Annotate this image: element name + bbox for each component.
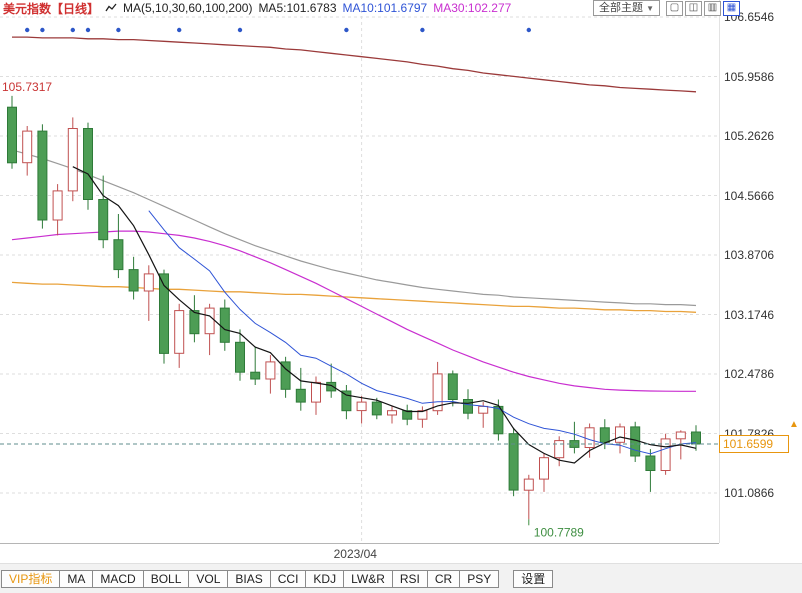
price-axis-label: 105.2626 xyxy=(724,129,775,143)
indicator-tab-kdj[interactable]: KDJ xyxy=(305,570,345,588)
indicator-tab-vip[interactable]: VIP指标 xyxy=(1,570,61,588)
indicator-tab-cci[interactable]: CCI xyxy=(269,570,307,588)
price-axis-label: 105.9586 xyxy=(724,69,775,84)
layout-split-icon[interactable]: ◫ xyxy=(685,0,702,16)
ma5-legend: MA5:101.6783 xyxy=(258,1,337,15)
indicator-tab-cr[interactable]: CR xyxy=(426,570,461,588)
layout-grid-icon[interactable]: ▥ xyxy=(704,0,721,16)
x-axis-label: 2023/04 xyxy=(333,547,377,561)
svg-text:105.7317: 105.7317 xyxy=(2,80,52,94)
candlestick-chart[interactable]: 105.7317 100.7789 xyxy=(0,10,718,543)
indicator-tab-rsi[interactable]: RSI xyxy=(391,570,428,588)
instrument-title: 美元指数【日线】 xyxy=(3,1,100,16)
latest-price-arrow-icon[interactable]: ▲ xyxy=(789,419,799,430)
indicator-tab-psy[interactable]: PSY xyxy=(459,570,500,588)
price-axis-label: 104.5666 xyxy=(724,188,775,203)
kline-style-icon[interactable] xyxy=(105,3,117,13)
layout-icon-group: ▢ ◫ ▥ ▦ xyxy=(666,0,740,16)
indicator-tab-settings[interactable]: 设置 xyxy=(513,570,554,588)
ma-legend-group: MA(5,10,30,60,100,200) xyxy=(123,1,253,15)
indicator-tab-vol[interactable]: VOL xyxy=(188,570,229,588)
indicator-tab-row: VIP指标 MA MACD BOLL VOL BIAS CCI KDJ LW&R RSI CR PSY… xyxy=(1,570,554,588)
ma10-legend: MA10:101.6797 xyxy=(342,1,428,15)
theme-dropdown-label: 全部主题 xyxy=(599,2,644,14)
indicator-tab-lwr[interactable]: LW&R xyxy=(343,570,393,588)
price-axis: 106.6546 105.9586 105.2626 104.5666 103.8706… xyxy=(719,0,802,543)
chart-header: 美元指数【日线】 MA(5,10,30,60,100,200) MA5:101.… xyxy=(3,0,740,16)
price-axis-label: 101.0866 xyxy=(724,486,775,501)
price-axis-label: 103.1746 xyxy=(724,307,775,322)
layout-single-icon[interactable]: ▢ xyxy=(666,0,683,16)
ma30-legend: MA30:102.277 xyxy=(433,1,512,15)
layout-quad-icon[interactable]: ▦ xyxy=(723,0,740,16)
indicator-tab-boll[interactable]: BOLL xyxy=(142,570,190,588)
indicator-tab-ma[interactable]: MA xyxy=(59,570,94,588)
price-axis-label: 103.8706 xyxy=(724,248,775,262)
price-axis-label: 102.4786 xyxy=(724,367,775,382)
theme-dropdown[interactable]: 全部主题 ▼ xyxy=(593,0,660,16)
indicator-toolbar: VIP指标 MA MACD BOLL VOL BIAS CCI KDJ LW&R RSI CR PSY… xyxy=(0,563,802,593)
time-axis: 2023/04 xyxy=(0,543,719,562)
indicator-tab-macd[interactable]: MACD xyxy=(92,570,144,588)
chevron-down-icon: ▼ xyxy=(646,4,654,13)
indicator-tab-bias[interactable]: BIAS xyxy=(227,570,271,588)
current-price-tag: 101.6599 xyxy=(719,435,789,453)
svg-text:100.7789: 100.7789 xyxy=(534,525,584,539)
